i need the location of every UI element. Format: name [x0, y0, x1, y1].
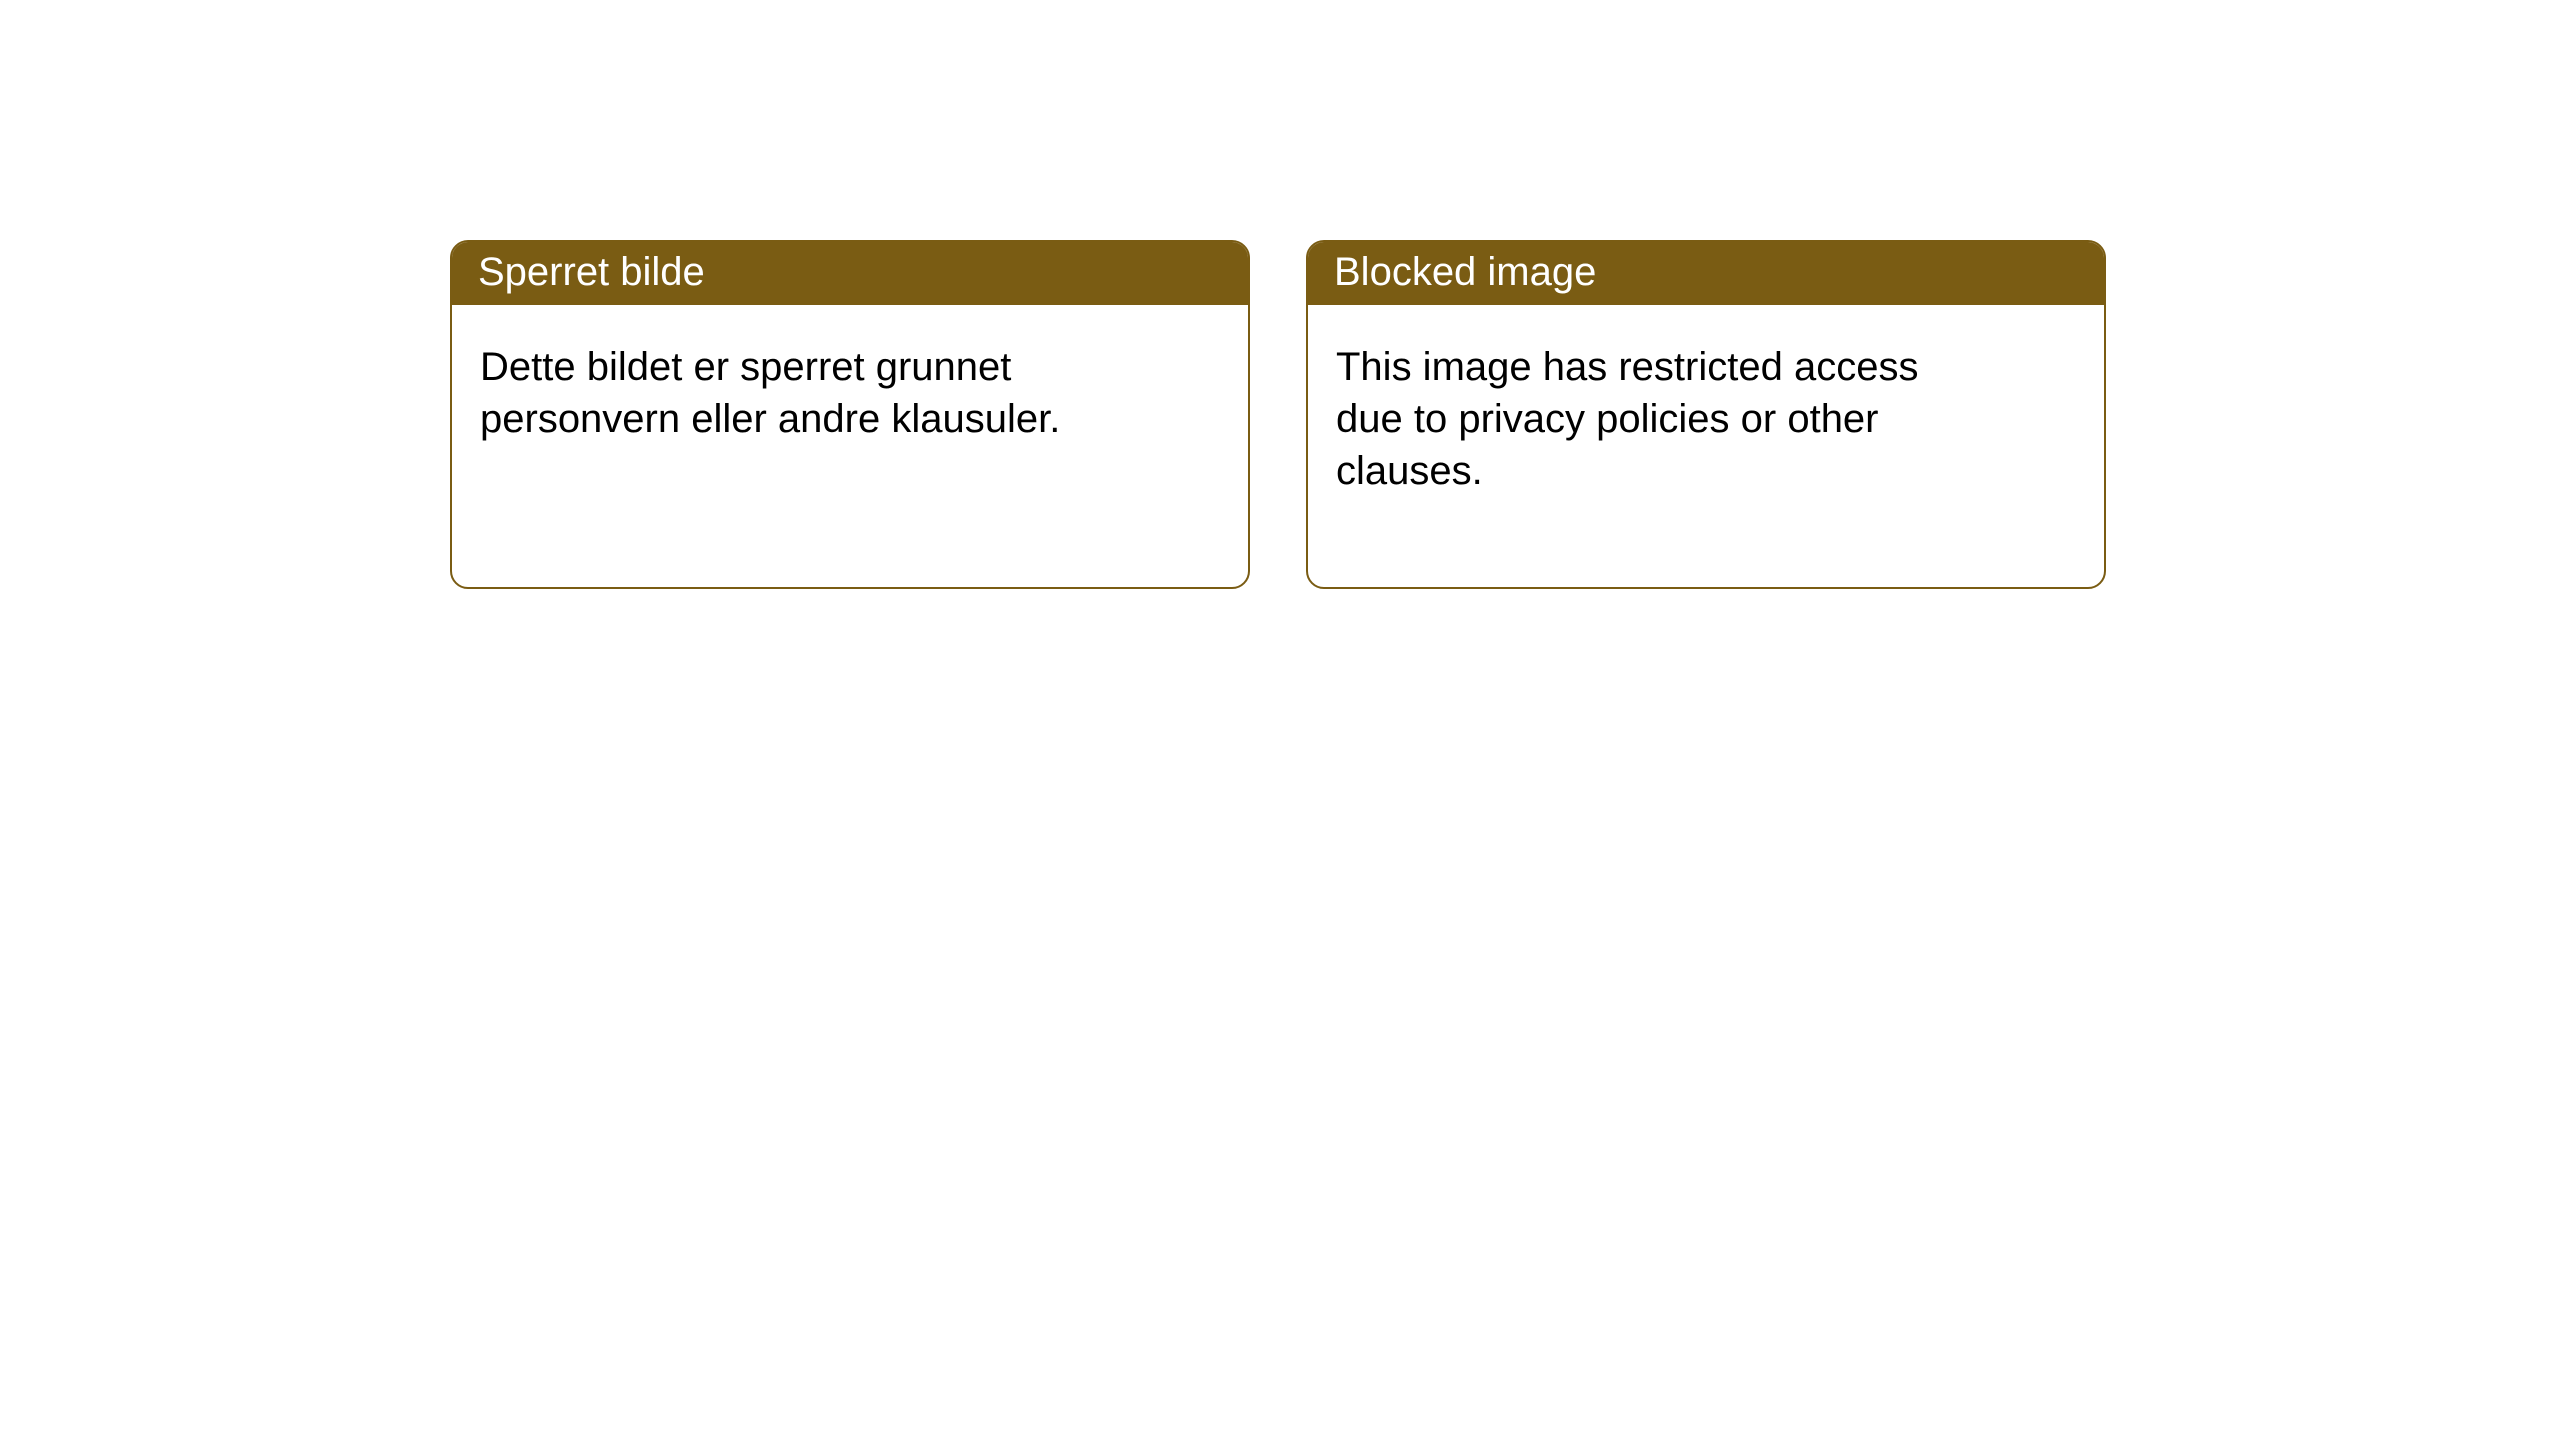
notice-card-norwegian: Sperret bilde Dette bildet er sperret gr… [450, 240, 1250, 589]
notice-body: Dette bildet er sperret grunnet personve… [452, 305, 1152, 535]
notice-title: Blocked image [1308, 242, 2104, 305]
notice-title: Sperret bilde [452, 242, 1248, 305]
notice-container: Sperret bilde Dette bildet er sperret gr… [0, 0, 2560, 589]
notice-card-english: Blocked image This image has restricted … [1306, 240, 2106, 589]
notice-body: This image has restricted access due to … [1308, 305, 2008, 587]
